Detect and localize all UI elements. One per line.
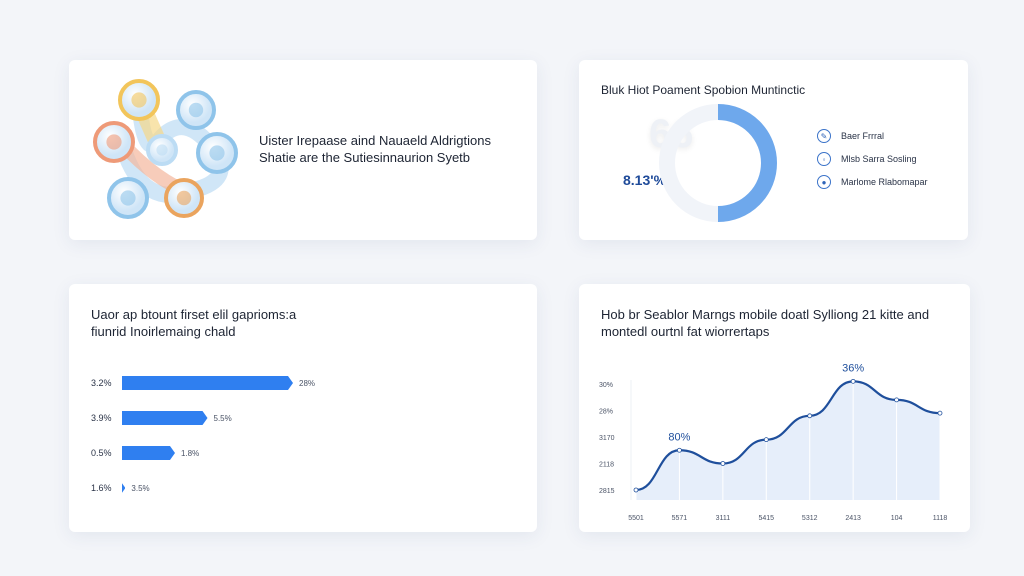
info-icon: ◦ xyxy=(817,152,831,166)
data-annotation: 80% xyxy=(668,431,690,443)
network-illustration xyxy=(93,79,238,219)
data-annotation: 36% xyxy=(842,362,864,374)
avatar-icon xyxy=(209,145,225,161)
x-tick-label: 5501 xyxy=(628,515,644,522)
x-tick-label: 2413 xyxy=(845,515,861,522)
network-node-avatar xyxy=(107,177,149,219)
y-tick-label: 30% xyxy=(599,382,613,389)
bar-title-line1: Uaor ap btount firset elil gaprioms:a xyxy=(91,307,297,322)
legend-label: Mlsb Sarra Sosling xyxy=(841,154,917,164)
data-point xyxy=(677,447,682,453)
legend-label: Baer Frrral xyxy=(841,131,885,141)
bar-right-label: 3.5% xyxy=(131,483,150,493)
y-tick-label: 3170 xyxy=(599,435,615,442)
bar-right-label: 1.8% xyxy=(181,448,200,458)
edit-icon: ✎ xyxy=(817,129,831,143)
donut-chart xyxy=(659,104,777,222)
bar-row: 3.2% 28% xyxy=(91,376,315,390)
bar-card: Uaor ap btount firset elil gaprioms:a fi… xyxy=(69,284,537,532)
line-chart: 2815 2118 3170 28% 30% 5501 5571 3111 5415 5312 24… xyxy=(599,362,948,522)
avatar-icon xyxy=(120,190,136,206)
donut-title: Bluk Hiot Poament Spobion Muntinctic xyxy=(601,83,806,97)
network-node-avatar xyxy=(93,121,135,163)
legend-item: ◦ Mlsb Sarra Sosling xyxy=(817,152,917,166)
y-tick-label: 2815 xyxy=(599,488,615,495)
bar-left-label: 3.2% xyxy=(91,378,112,388)
avatar-icon xyxy=(156,144,168,156)
network-node-avatar xyxy=(176,90,216,130)
bar-left-label: 3.9% xyxy=(91,413,112,423)
network-text-line2: Shatie are the Sutiesinnaurion Syetb xyxy=(259,150,471,165)
network-node-avatar xyxy=(164,178,204,218)
bar-left-label: 1.6% xyxy=(91,483,112,493)
legend-label: Marlome Rlabomapar xyxy=(841,177,928,187)
area-fill xyxy=(636,381,940,500)
data-point xyxy=(807,413,813,419)
bar xyxy=(122,411,208,425)
avatar-icon xyxy=(188,102,204,118)
network-node-avatar xyxy=(118,79,160,121)
donut-card: Bluk Hiot Poament Spobion Muntinctic 66 … xyxy=(579,60,968,240)
bar-row: 0.5% 1.8% xyxy=(91,446,199,460)
x-tick-label: 5312 xyxy=(802,515,818,522)
y-tick-label: 28% xyxy=(599,409,613,416)
bar-right-label: 5.5% xyxy=(213,413,232,423)
legend-item: ● Marlome Rlabomapar xyxy=(817,175,928,189)
donut-value: 8.13'% xyxy=(623,172,667,188)
network-node-avatar xyxy=(146,134,178,166)
bar-title-line2: fiunrid Inoirlemaing chald xyxy=(91,324,236,339)
data-point xyxy=(633,487,639,493)
bar-right-label: 28% xyxy=(299,378,316,388)
bar-row: 1.6% 3.5% xyxy=(91,481,150,495)
y-tick-label: 2118 xyxy=(599,462,614,469)
x-tick-label: 5415 xyxy=(758,515,774,522)
avatar-icon xyxy=(176,190,192,206)
data-point xyxy=(720,461,726,466)
bar-row: 3.9% 5.5% xyxy=(91,411,232,425)
x-tick-label: 104 xyxy=(891,515,903,522)
data-point xyxy=(850,378,856,384)
legend-item: ✎ Baer Frrral xyxy=(817,129,884,143)
data-point xyxy=(894,397,899,403)
line-chart-card: Hob br Seablor Marngs mobile doatl Sylli… xyxy=(579,284,970,532)
bar-left-label: 0.5% xyxy=(91,448,112,458)
network-text-line1: Uister Irepaase aind Nauaeld Aldrigtions xyxy=(259,133,491,148)
line-chart-title: Hob br Seablor Marngs mobile doatl Sylli… xyxy=(601,307,930,339)
chat-icon: ● xyxy=(817,175,831,189)
network-card: Uister Irepaase aind Nauaeld Aldrigtions… xyxy=(69,60,537,240)
x-tick-label: 1118 xyxy=(933,515,948,522)
bar xyxy=(122,446,175,460)
x-tick-label: 5571 xyxy=(672,515,688,522)
x-tick-label: 3111 xyxy=(716,515,731,522)
donut-fill-arc xyxy=(717,104,777,222)
bar xyxy=(122,376,293,390)
network-node-avatar xyxy=(196,132,238,174)
data-point xyxy=(937,410,943,416)
avatar-icon xyxy=(106,134,122,150)
bar xyxy=(122,481,125,495)
avatar-icon xyxy=(131,92,147,108)
data-point xyxy=(763,437,769,443)
